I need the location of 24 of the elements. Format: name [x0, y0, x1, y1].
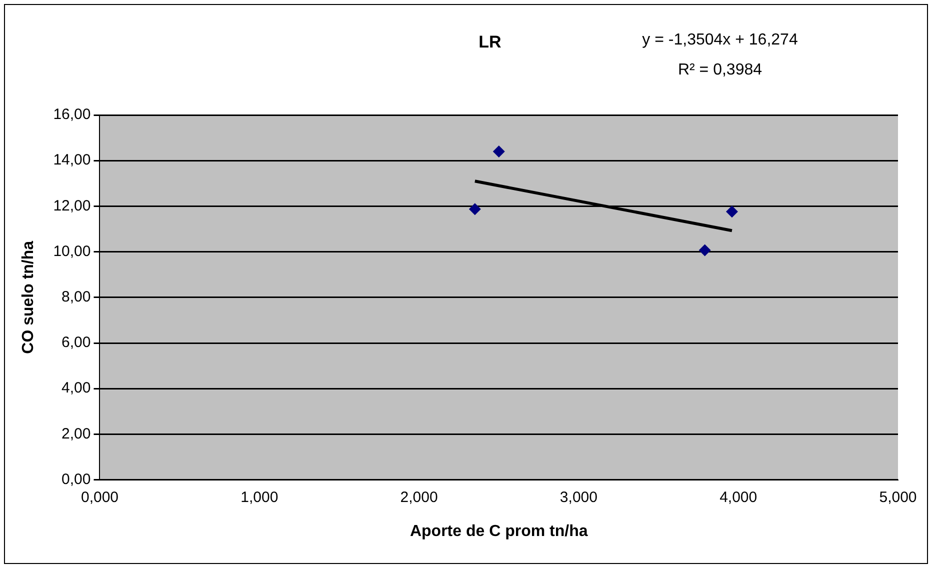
y-axis-title: CO suelo tn/ha: [20, 240, 38, 354]
text: y = -1,3504x + 16,274: [642, 31, 798, 48]
text: R² = 0,3984: [678, 61, 762, 78]
y-tick-label: 6,00: [62, 334, 91, 352]
y-tick-label: 4,00: [62, 380, 91, 397]
y-tick-label: 14,00: [53, 152, 91, 169]
chart-title: LR: [478, 32, 502, 52]
y-tick-label: 10,00: [53, 242, 91, 260]
x-tick-label: 2,000: [400, 488, 438, 506]
x-axis-title: Aporte de C prom tn/ha: [410, 522, 588, 540]
x-tick-label: 1,000: [240, 488, 278, 506]
y-tick-label: 0,00: [62, 470, 91, 488]
point: [698, 244, 711, 256]
point: [726, 206, 738, 218]
point: [468, 203, 481, 216]
x-tick-label: 4,000: [720, 488, 758, 506]
x-tick-label: 0,000: [80, 488, 119, 506]
x-tick-label: 3,000: [560, 488, 598, 506]
point: [492, 145, 505, 158]
x-tick-label: 5,000: [879, 488, 917, 506]
y-tick-label: 12,00: [53, 197, 91, 214]
y-tick-label: 16,00: [53, 106, 91, 124]
y-tick-label: 8,00: [62, 288, 91, 306]
y-tick-label: 2,00: [62, 425, 91, 442]
